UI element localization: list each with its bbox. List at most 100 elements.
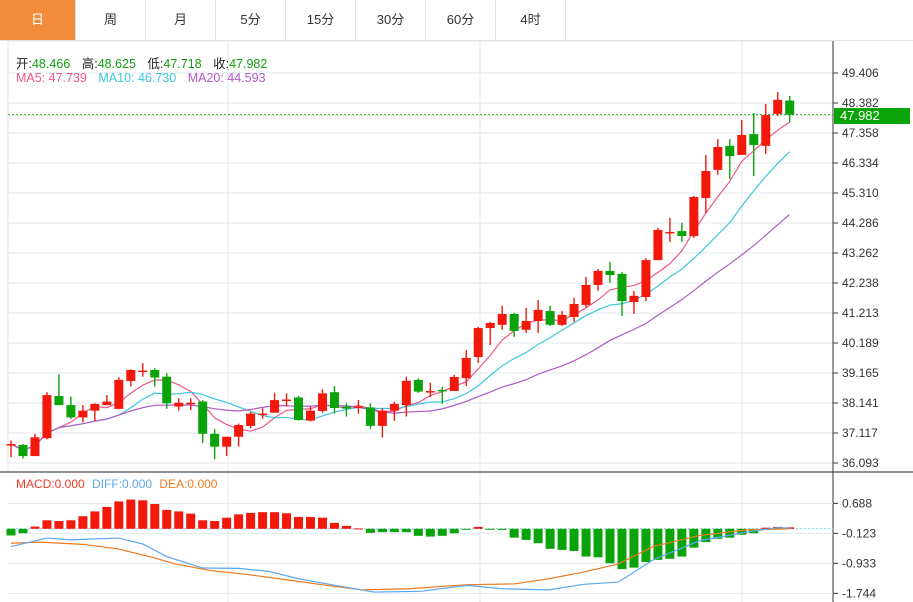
macd-bar [90,511,100,529]
macd-bar [449,528,459,534]
macd-bar [593,528,603,558]
macd-bar [317,517,327,529]
candle-down [677,231,687,237]
macd-bar [641,528,651,563]
macd-bar [174,511,184,529]
candle-up [773,99,783,114]
high-value: 48.625 [97,57,136,71]
candle-up [557,314,567,325]
macd-bar [198,520,208,529]
macd-bar [353,528,363,530]
ma20-value: MA20: 44.593 [187,71,266,85]
tab-30min[interactable]: 30分 [356,0,426,40]
ma5-line [10,121,791,451]
price-axis-label: 36.093 [842,456,879,470]
macd-bar [653,528,663,560]
macd-bar [126,499,136,529]
candle-up [222,436,232,447]
candle-up [629,295,639,302]
low-item: 低:47.718 [147,57,201,71]
macd-bar [401,528,411,533]
close-item: 收:47.982 [213,57,267,71]
ma-legend: MA5: 47.739 MA10: 46.730 MA20: 44.593 [16,71,274,85]
macd-bar [605,528,615,564]
macd-bar [521,528,531,540]
macd-bar [545,528,555,549]
candle-up [306,410,315,421]
tab-60min[interactable]: 60分 [426,0,496,40]
candle-up [737,134,747,155]
macd-bar [737,528,747,535]
close-value: 47.982 [229,57,268,71]
candle-down [18,444,28,457]
candle-up [485,323,495,329]
candle-down [54,396,64,406]
macd-bar [533,528,543,544]
macd-bar [569,528,579,551]
candle-up [270,400,280,413]
ma5-value: MA5: 47.739 [16,71,87,85]
open-item: 开:48.466 [16,57,70,71]
macd-bar [557,528,567,550]
candle-up [641,260,651,297]
candle-up [258,413,268,416]
price-axis-label: 45.310 [842,186,879,200]
tab-month[interactable]: 月 [146,0,216,40]
macd-value: MACD:0.000 [16,477,85,491]
price-axis-label: 39.165 [842,366,879,380]
price-axis-label: 37.117 [842,426,878,440]
candle-up [653,229,663,261]
macd-axis-label: -0.123 [842,526,876,540]
price-axis-label: 42.238 [842,276,879,290]
macd-bar [701,528,711,543]
macd-axis-label: -1.744 [842,586,876,600]
close-label: 收: [213,57,230,71]
candle-up [389,403,399,411]
candle-up [42,395,52,439]
macd-bar [102,506,112,529]
candle-up [246,413,256,426]
macd-bar [246,512,256,529]
macd-bar [677,528,687,557]
candle-down [198,401,208,434]
candle-up [6,444,16,446]
macd-bar [270,512,280,529]
tab-day[interactable]: 日 [0,0,76,40]
candle-down [365,407,375,426]
macd-bar [581,528,591,557]
macd-bar [282,513,292,529]
candle-up [473,328,483,358]
tab-15min[interactable]: 15分 [286,0,356,40]
candle-up [689,197,699,237]
tab-4hour[interactable]: 4时 [496,0,566,40]
candle-down [329,392,339,409]
candle-down [437,389,447,392]
high-item: 高:48.625 [82,57,136,71]
macd-bar [437,528,447,536]
candle-down [413,379,423,392]
candle-up [114,379,124,409]
macd-bar [222,517,232,529]
tab-5min[interactable]: 5分 [216,0,286,40]
ohlc-legend: 开:48.466 高:48.625 低:47.718 收:47.982 [16,53,275,72]
macd-bar [761,527,771,529]
candle-up [126,369,136,382]
macd-bar [377,528,387,533]
macd-bar [389,528,399,533]
macd-bar [485,528,495,530]
macd-bar [497,528,507,530]
macd-bar [617,528,627,570]
macd-bar [138,500,148,529]
low-label: 低: [147,57,164,71]
price-axis-label: 47.358 [842,126,879,140]
candle-down [785,100,795,115]
macd-axis-label: -0.933 [842,556,876,570]
macd-bar [18,528,28,534]
tab-week[interactable]: 周 [76,0,146,40]
candle-up [282,399,292,402]
candle-down [545,311,555,325]
macd-bar [294,516,304,529]
candle-up [138,370,148,373]
macd-bar [6,528,16,536]
